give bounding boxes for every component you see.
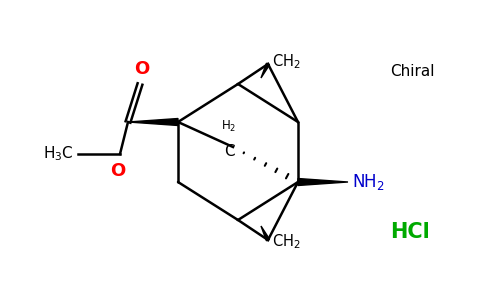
Text: O: O xyxy=(135,60,150,78)
Text: Chiral: Chiral xyxy=(390,64,435,80)
Polygon shape xyxy=(298,178,348,185)
Text: CH$_2$: CH$_2$ xyxy=(272,233,301,251)
Text: NH$_2$: NH$_2$ xyxy=(352,172,385,192)
Polygon shape xyxy=(128,118,178,125)
Polygon shape xyxy=(261,226,270,241)
Text: H$_2$: H$_2$ xyxy=(221,119,237,134)
Text: O: O xyxy=(110,162,126,180)
Text: C: C xyxy=(224,144,234,159)
Text: H$_3$C: H$_3$C xyxy=(44,145,74,163)
Text: CH$_2$: CH$_2$ xyxy=(272,53,301,71)
Text: HCl: HCl xyxy=(390,222,430,242)
Polygon shape xyxy=(261,63,270,78)
